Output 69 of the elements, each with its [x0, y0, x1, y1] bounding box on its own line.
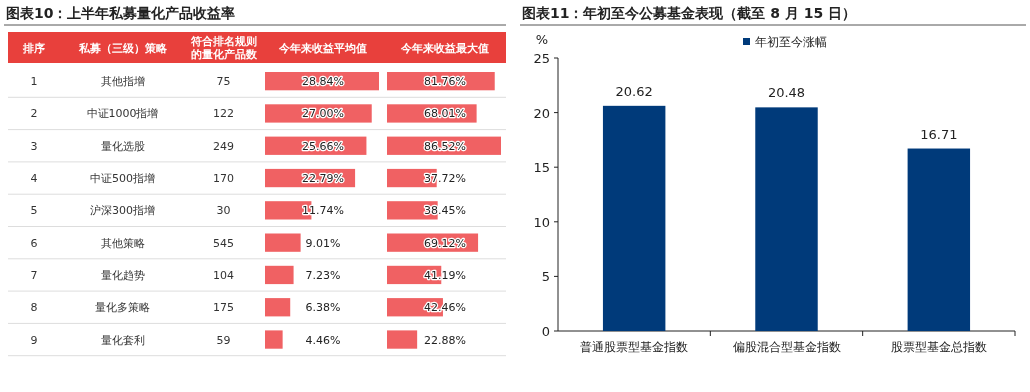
y-tick-label: 其他策略	[100, 236, 145, 250]
text: 30	[216, 204, 231, 218]
data-label: 22.88%	[424, 333, 466, 347]
data-label: 7.23%	[305, 268, 341, 282]
text: 图表10：上半年私募量化产品收益率	[6, 5, 236, 21]
text: 122	[213, 107, 234, 121]
text: 3	[30, 139, 38, 153]
data-label: 22.79%	[302, 172, 344, 186]
data-label: 9.01%	[305, 236, 341, 250]
chart-title: 图表11：年初至今公募基金表现（截至 8 月 15 日）	[522, 5, 857, 21]
x-tick-label: 股票型基金总指数	[890, 340, 987, 354]
text: 545	[213, 236, 234, 250]
y-tick-label: 中证1000指增	[86, 107, 159, 121]
text: 175	[213, 301, 234, 315]
y-tick-label: 25	[533, 51, 550, 66]
data-label: 16.71	[920, 126, 958, 142]
y-tick-label: 10	[533, 214, 550, 230]
text: 2	[30, 107, 38, 121]
text: 排序	[22, 42, 45, 55]
y-tick-label: 量化趋势	[100, 268, 145, 282]
data-label: 69.12%	[424, 236, 466, 250]
data-label: 27.00%	[302, 107, 344, 121]
y-tick-label: 20	[533, 105, 550, 121]
data-label: 4.46%	[305, 333, 341, 347]
legend-label: 年初至今涨幅	[755, 35, 827, 49]
text: 75	[216, 75, 231, 89]
x-tick-label: 普通股票型基金指数	[580, 340, 689, 354]
data-label: 25.66%	[302, 139, 344, 153]
text: 7	[30, 268, 38, 282]
series-label: 今年来收益平均值	[278, 42, 367, 55]
bar	[265, 233, 301, 252]
y-tick-label: 其他指增	[100, 75, 145, 89]
text: 104	[213, 268, 234, 282]
text: 4	[30, 172, 38, 186]
text: 9	[30, 333, 38, 347]
data-label: 6.38%	[305, 301, 341, 315]
text: 5	[30, 204, 38, 218]
text: 1	[30, 75, 38, 89]
data-label: 20.62	[615, 83, 653, 99]
y-tick-label: 中证500指增	[90, 172, 155, 186]
text: 170	[213, 172, 234, 186]
bar	[755, 107, 818, 331]
y-tick-label: 沪深300指增	[90, 204, 155, 218]
y-axis-title: %	[535, 32, 549, 47]
x-tick-label: 偏股混合型基金指数	[732, 340, 841, 354]
bar	[265, 298, 291, 317]
bar	[602, 105, 666, 331]
text: 8	[30, 301, 38, 315]
y-tick-label: 量化选股	[100, 139, 145, 153]
data-label: 81.76%	[424, 75, 466, 89]
text: 249	[213, 139, 234, 153]
data-label: 20.48	[767, 85, 806, 101]
y-tick-label: 15	[533, 160, 550, 176]
y-tick-label: 量化套利	[100, 333, 145, 347]
bar	[265, 265, 294, 285]
text: 私募（三级）策略	[77, 42, 168, 55]
text: 59	[216, 333, 231, 347]
data-label: 28.84%	[302, 75, 344, 89]
series-label: 今年来收益最大值	[400, 42, 489, 55]
text: 6	[30, 236, 38, 250]
text: 符合排名规则的量化产品数	[189, 35, 258, 60]
data-label: 68.01%	[424, 107, 466, 121]
bar	[387, 330, 418, 349]
y-tick-label: 0	[541, 324, 550, 339]
y-tick-label: 量化多策略	[95, 301, 150, 315]
y-tick-label: 5	[541, 269, 550, 285]
bar	[907, 148, 971, 331]
bar	[265, 330, 283, 349]
data-label: 86.52%	[424, 139, 466, 153]
